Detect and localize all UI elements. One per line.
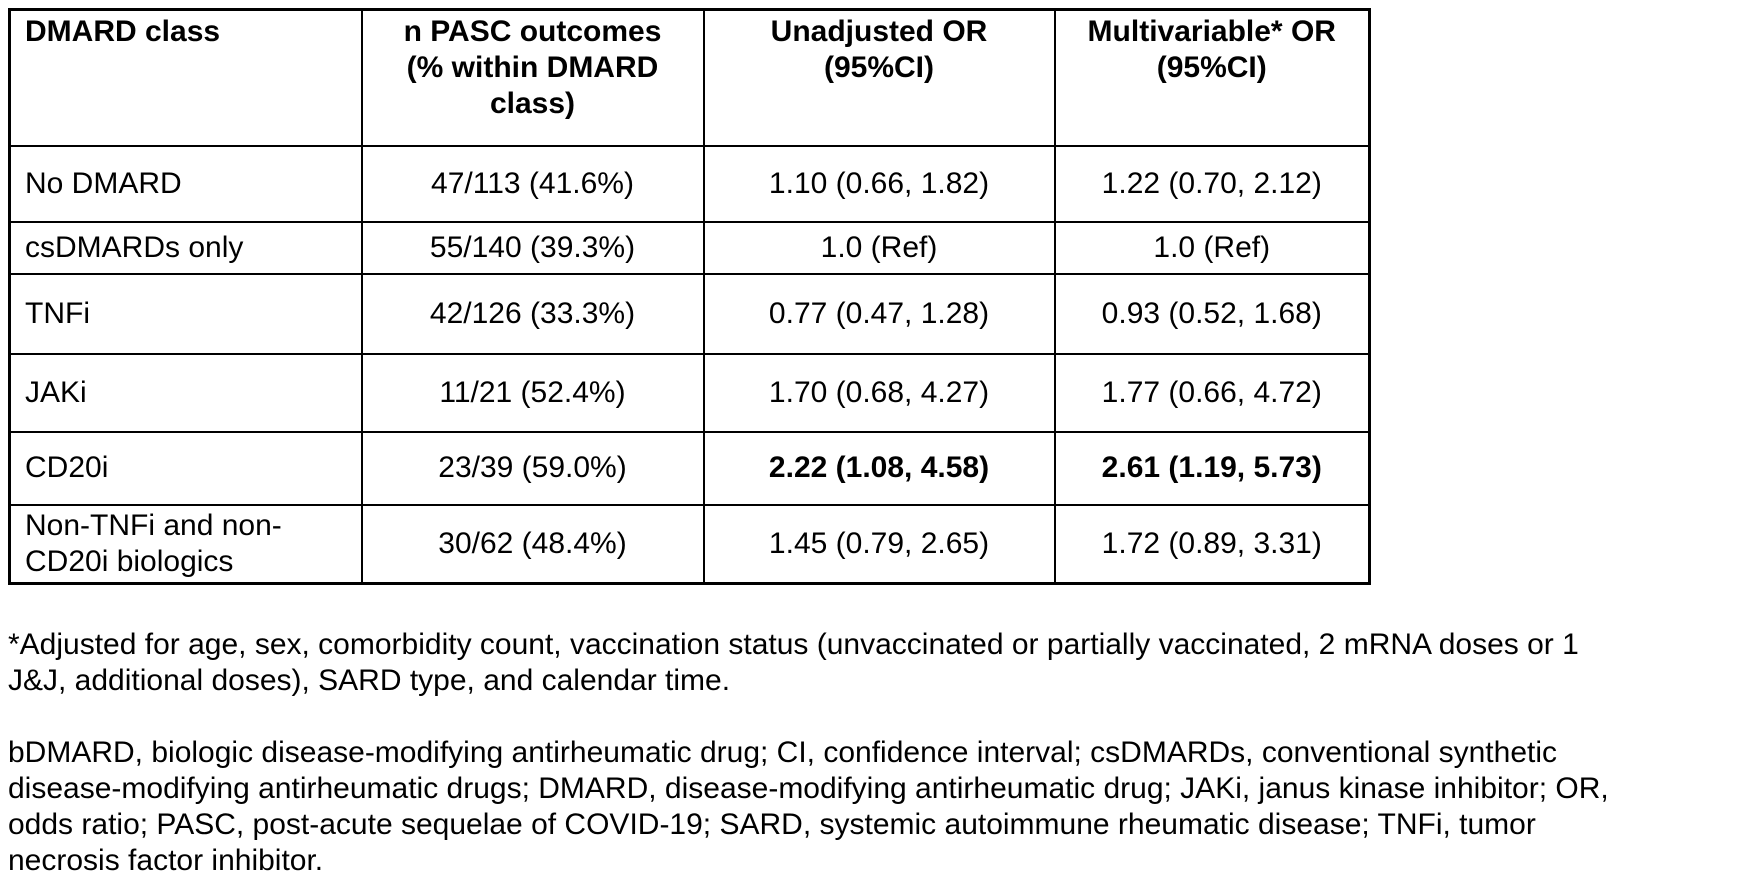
- cell-unadjusted-or: 1.70 (0.68, 4.27): [702, 352, 1056, 433]
- abbreviations-footnote: bDMARD, biologic disease-modifying antir…: [8, 735, 1609, 877]
- col-header-n-pasc-outcomes: n PASC outcomes (% within DMARD class): [360, 8, 705, 147]
- cell-dmard-class: Non-TNFi and non- CD20i biologics: [8, 503, 363, 584]
- cell-unadjusted-or: 1.10 (0.66, 1.82): [702, 144, 1056, 223]
- cell-n-pasc-outcomes: 11/21 (52.4%): [360, 352, 705, 433]
- col-header-unadjusted-or: Unadjusted OR (95%CI): [702, 8, 1056, 147]
- table-row-csdmards-only: csDMARDs only 55/140 (39.3%) 1.0 (Ref) 1…: [8, 220, 1371, 275]
- pasc-outcomes-table: DMARD class n PASC outcomes (% within DM…: [8, 8, 1371, 585]
- cell-multivariable-or: 1.77 (0.66, 4.72): [1053, 352, 1371, 433]
- adjustment-footnote: *Adjusted for age, sex, comorbidity coun…: [8, 627, 1579, 697]
- cell-multivariable-or: 1.72 (0.89, 3.31): [1053, 503, 1371, 584]
- cell-multivariable-or: 1.22 (0.70, 2.12): [1053, 144, 1371, 223]
- cell-multivariable-or: 0.93 (0.52, 1.68): [1053, 272, 1371, 355]
- cell-n-pasc-outcomes: 30/62 (48.4%): [360, 503, 705, 584]
- cell-dmard-class: JAKi: [8, 352, 363, 433]
- cell-multivariable-or: 1.0 (Ref): [1053, 220, 1371, 275]
- cell-unadjusted-or: 1.0 (Ref): [702, 220, 1056, 275]
- cell-dmard-class: No DMARD: [8, 144, 363, 223]
- cell-unadjusted-or: 0.77 (0.47, 1.28): [702, 272, 1056, 355]
- table-row-tnfi: TNFi 42/126 (33.3%) 0.77 (0.47, 1.28) 0.…: [8, 272, 1371, 355]
- cell-unadjusted-or-significant: 2.22 (1.08, 4.58): [702, 430, 1056, 506]
- cell-n-pasc-outcomes: 23/39 (59.0%): [360, 430, 705, 506]
- table-header-row: DMARD class n PASC outcomes (% within DM…: [8, 8, 1371, 147]
- cell-dmard-class: CD20i: [8, 430, 363, 506]
- cell-unadjusted-or: 1.45 (0.79, 2.65): [702, 503, 1056, 584]
- table-row-no-dmard: No DMARD 47/113 (41.6%) 1.10 (0.66, 1.82…: [8, 144, 1371, 223]
- cell-dmard-class: csDMARDs only: [8, 220, 363, 275]
- col-header-multivariable-or: Multivariable* OR (95%CI): [1053, 8, 1371, 147]
- cell-dmard-class: TNFi: [8, 272, 363, 355]
- col-header-dmard-class: DMARD class: [8, 8, 363, 147]
- cell-multivariable-or-significant: 2.61 (1.19, 5.73): [1053, 430, 1371, 506]
- cell-n-pasc-outcomes: 42/126 (33.3%): [360, 272, 705, 355]
- cell-n-pasc-outcomes: 47/113 (41.6%): [360, 144, 705, 223]
- table-row-cd20i: CD20i 23/39 (59.0%) 2.22 (1.08, 4.58) 2.…: [8, 430, 1371, 506]
- table-row-non-tnfi-non-cd20i: Non-TNFi and non- CD20i biologics 30/62 …: [8, 503, 1371, 584]
- footnotes-section: *Adjusted for age, sex, comorbidity coun…: [8, 627, 1742, 878]
- cell-n-pasc-outcomes: 55/140 (39.3%): [360, 220, 705, 275]
- table-row-jaki: JAKi 11/21 (52.4%) 1.70 (0.68, 4.27) 1.7…: [8, 352, 1371, 433]
